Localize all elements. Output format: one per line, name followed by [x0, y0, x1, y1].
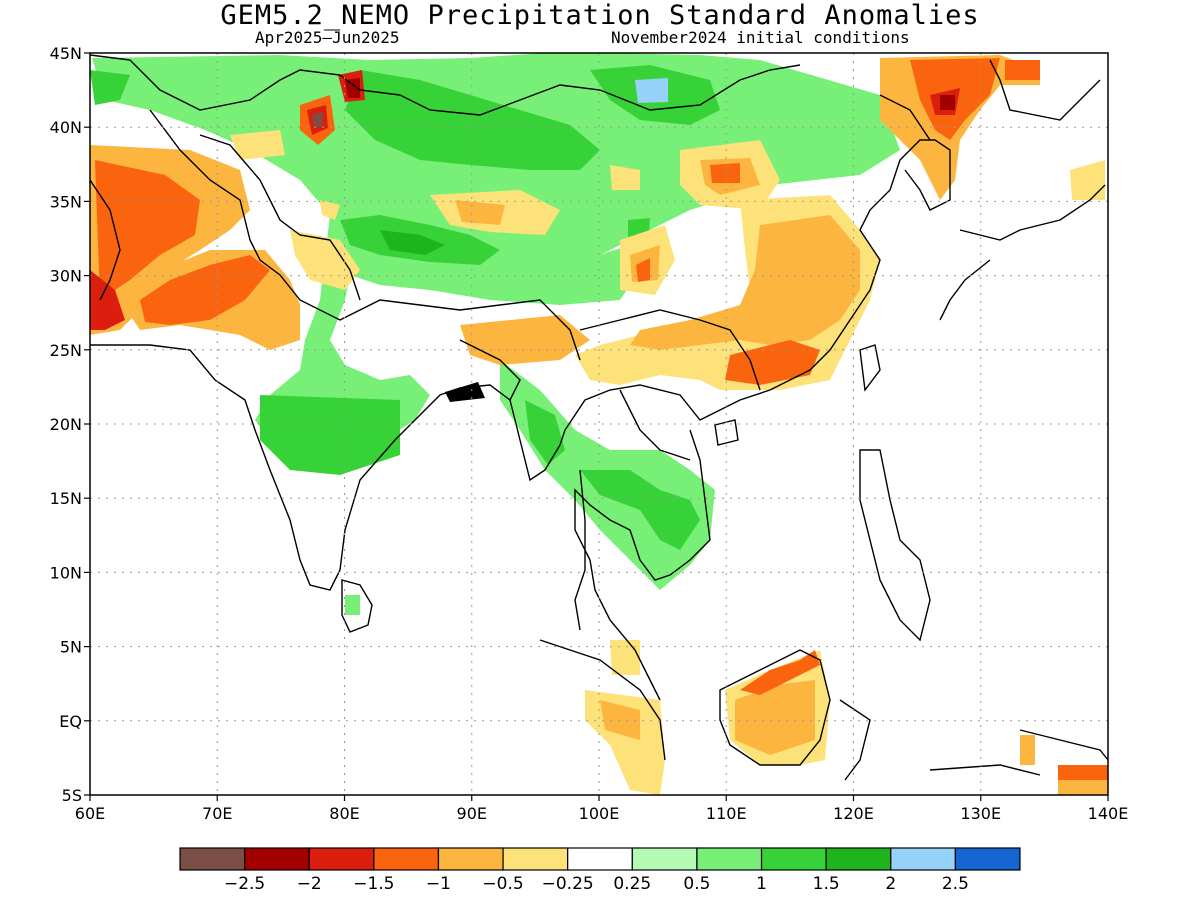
colorbar-swatch — [373, 847, 440, 871]
colorbar-swatch — [179, 847, 246, 871]
colorbar-label: 0.5 — [683, 874, 710, 894]
ganges-delta-shade — [445, 382, 485, 402]
colorbar-label: 1.5 — [813, 874, 840, 894]
lon-tick-label: 140E — [1088, 804, 1129, 823]
colorbar: −2.5 −2 −1.5 −1 −0.5 −0.25 0.25 0.5 1 1.5 2 2.5 — [179, 847, 1021, 894]
lat-tick-label: EQ — [59, 712, 82, 731]
lon-tick-label: 60E — [75, 804, 105, 823]
lon-tick-label: 100E — [579, 804, 620, 823]
colorbar-swatch — [696, 847, 763, 871]
lat-tick-label: 5S — [62, 786, 82, 805]
colorbar-swatch — [760, 847, 827, 871]
lat-tick-label: 10N — [50, 563, 82, 582]
colorbar-label: −1 — [426, 874, 451, 894]
forecast-period: Apr2025–Jun2025 — [255, 28, 400, 47]
colorbar-swatch — [567, 847, 633, 871]
lat-tick-label: 20N — [50, 415, 82, 434]
lat-tick-label: 30N — [50, 267, 82, 286]
map-title: GEM5.2_NEMO Precipitation Standard Anoma… — [220, 0, 980, 31]
lon-tick-label: 70E — [202, 804, 232, 823]
colorbar-label: 2 — [885, 874, 896, 894]
lat-tick-label: 35N — [50, 192, 82, 211]
colorbar-swatch — [437, 847, 504, 871]
colorbar-swatch — [308, 847, 375, 871]
colorbar-label: −1.5 — [353, 874, 394, 894]
colorbar-label: 2.5 — [942, 874, 969, 894]
colorbar-swatch — [502, 847, 569, 871]
colorbar-swatch — [954, 847, 1021, 871]
colorbar-swatch — [825, 847, 892, 871]
colorbar-label: −2.5 — [224, 874, 265, 894]
lon-tick-label: 90E — [457, 804, 487, 823]
lon-tick-label: 130E — [960, 804, 1001, 823]
lon-tick-label: 80E — [329, 804, 359, 823]
map-axes: 60E 70E 80E 90E 100E 110E 120E 130E 140E 45N 40N 35… — [50, 44, 1129, 823]
lat-tick-label: 25N — [50, 341, 82, 360]
colorbar-label: −0.25 — [542, 874, 594, 894]
colorbar-label: −2 — [297, 874, 322, 894]
colorbar-label: 1 — [756, 874, 767, 894]
colorbar-swatch — [631, 847, 698, 871]
lon-tick-label: 120E — [833, 804, 874, 823]
initial-conditions: November2024 initial conditions — [611, 28, 910, 47]
colorbar-swatch — [244, 847, 310, 871]
colorbar-label: −0.5 — [482, 874, 523, 894]
colorbar-swatch — [890, 847, 956, 871]
lat-tick-label: 15N — [50, 489, 82, 508]
lat-tick-label: 45N — [50, 44, 82, 63]
colorbar-label: 0.25 — [613, 874, 651, 894]
coastlines — [90, 54, 1108, 781]
anomaly-field — [90, 53, 1108, 795]
lat-tick-label: 5N — [60, 638, 82, 657]
gridlines — [90, 53, 1108, 795]
lat-tick-label: 40N — [50, 118, 82, 137]
lon-tick-label: 110E — [706, 804, 747, 823]
